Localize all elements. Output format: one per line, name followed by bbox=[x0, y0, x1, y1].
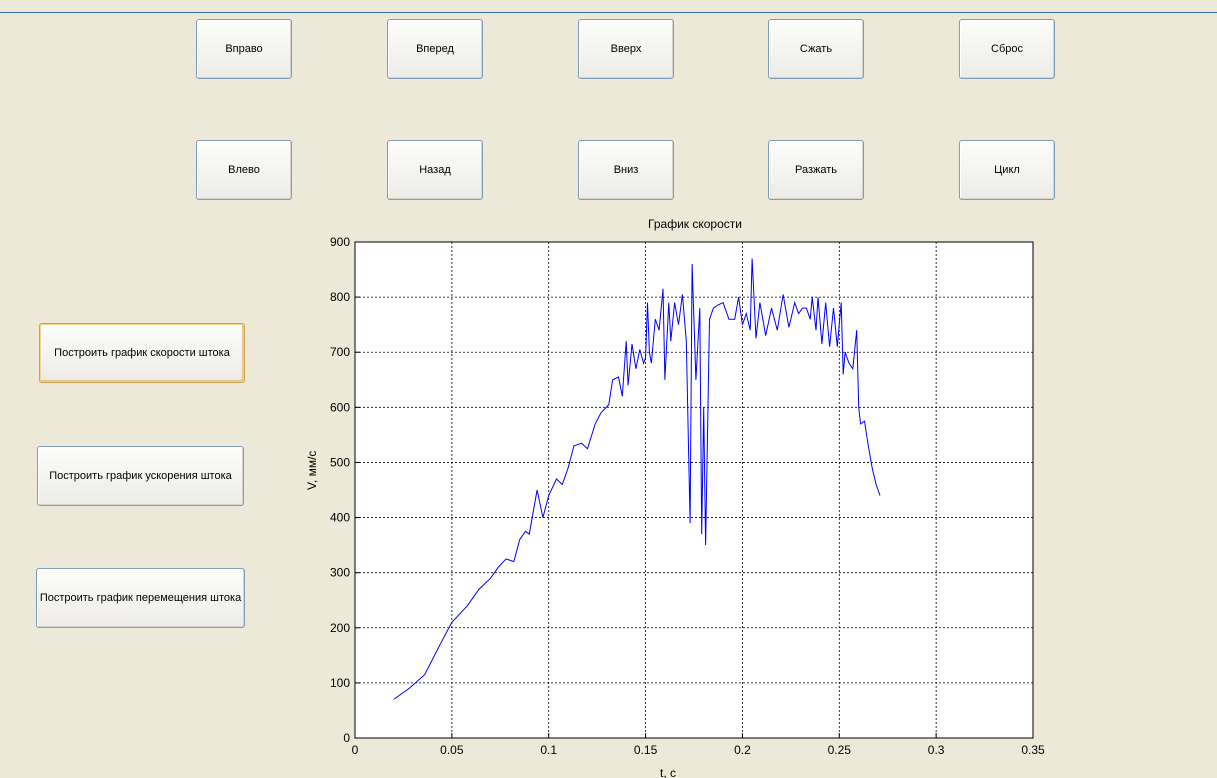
forward-button[interactable]: Вперед bbox=[387, 19, 483, 79]
x-axis-label: t, c bbox=[660, 766, 677, 778]
x-tick-label: 0 bbox=[352, 743, 359, 757]
squeeze-button[interactable]: Сжать bbox=[768, 19, 864, 79]
back-button[interactable]: Назад bbox=[387, 140, 483, 200]
y-tick-label: 400 bbox=[330, 511, 350, 525]
cycle-button[interactable]: Цикл bbox=[959, 140, 1055, 200]
y-tick-label: 600 bbox=[330, 400, 350, 414]
release-button[interactable]: Разжать bbox=[768, 140, 864, 200]
velocity-series-line bbox=[393, 258, 881, 700]
x-tick-label: 0.3 bbox=[928, 743, 945, 757]
window-top-border bbox=[0, 12, 1217, 13]
y-axis-label: V, мм/с bbox=[305, 450, 319, 490]
y-tick-label: 700 bbox=[330, 345, 350, 359]
plot-velocity-button[interactable]: Построить график скорости штока bbox=[39, 323, 245, 383]
plot-displacement-button[interactable]: Построить график перемещения штока bbox=[36, 568, 245, 628]
x-tick-label: 0.15 bbox=[634, 743, 658, 757]
x-tick-label: 0.05 bbox=[440, 743, 464, 757]
y-tick-label: 500 bbox=[330, 455, 350, 469]
right-button[interactable]: Вправо bbox=[196, 19, 292, 79]
left-button[interactable]: Влево bbox=[196, 140, 292, 200]
x-tick-label: 0.35 bbox=[1021, 743, 1045, 757]
y-tick-label: 200 bbox=[330, 621, 350, 635]
y-tick-label: 800 bbox=[330, 290, 350, 304]
y-tick-label: 0 bbox=[343, 731, 350, 745]
grid bbox=[355, 242, 1033, 738]
y-tick-label: 900 bbox=[330, 235, 350, 249]
axis-ticks: 0 0.05 0.1 0.15 0.2 0.25 0.3 0.35 0 100 200 300 400 5… bbox=[330, 235, 1045, 757]
x-tick-label: 0.25 bbox=[828, 743, 852, 757]
y-tick-label: 300 bbox=[330, 566, 350, 580]
reset-button[interactable]: Сброс bbox=[959, 19, 1055, 79]
y-tick-label: 100 bbox=[330, 676, 350, 690]
x-tick-label: 0.2 bbox=[734, 743, 751, 757]
chart-title: График скорости bbox=[648, 217, 742, 231]
up-button[interactable]: Вверх bbox=[578, 19, 674, 79]
plot-acceleration-button[interactable]: Построить график ускорения штока bbox=[37, 446, 244, 506]
x-tick-label: 0.1 bbox=[540, 743, 557, 757]
down-button[interactable]: Вниз bbox=[578, 140, 674, 200]
